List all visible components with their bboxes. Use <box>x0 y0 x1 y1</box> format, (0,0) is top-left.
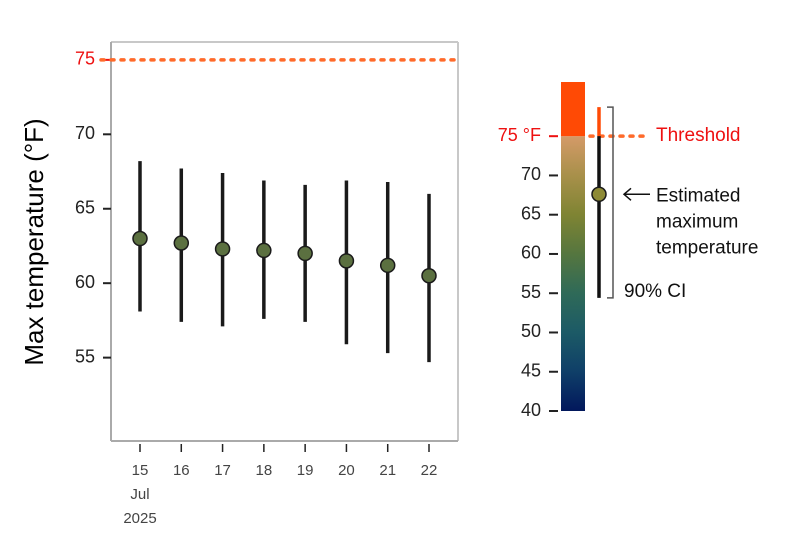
point <box>214 241 231 257</box>
point <box>297 245 313 262</box>
x-tick-label: 22 <box>421 462 438 479</box>
colorbar <box>561 136 585 411</box>
key-ci-text: 90% CI <box>624 281 686 302</box>
point <box>338 253 355 269</box>
x-tick-label: 19 <box>297 462 314 479</box>
key-point-text: Estimated <box>656 185 740 206</box>
point <box>379 257 396 274</box>
colorbar-tick-label: 50 <box>521 321 541 341</box>
x-tick-label: 18 <box>256 462 273 479</box>
x-tick-sublabel: Jul <box>130 486 149 503</box>
colorbar-tick-label: 75 °F <box>498 125 541 145</box>
y-axis-title: Max temperature (°F) <box>19 118 49 365</box>
colorbar-tick-label: 65 <box>521 203 541 223</box>
key-arrow <box>622 187 650 201</box>
x-tick-sublabel: 2025 <box>123 510 156 527</box>
colorbar-tick-label: 70 <box>521 164 541 184</box>
y-tick-label: 55 <box>75 346 95 366</box>
y-tick-label: 75 <box>75 49 95 69</box>
x-tick-label: 17 <box>214 462 231 479</box>
x-tick-label: 16 <box>173 462 190 479</box>
point <box>421 267 437 284</box>
y-tick-label: 60 <box>75 272 95 292</box>
point <box>132 230 148 247</box>
x-tick-label: 15 <box>132 462 149 479</box>
y-tick-label: 70 <box>75 123 95 143</box>
y-tick-label: 65 <box>75 197 95 217</box>
key-point-text: maximum <box>656 211 738 232</box>
key-bracket <box>607 106 614 299</box>
point <box>256 242 272 259</box>
x-tick-label: 20 <box>338 462 355 479</box>
key-point-text: temperature <box>656 237 758 258</box>
colorbar-tick-label: 55 <box>521 282 541 302</box>
key-threshold-text: Threshold <box>656 125 741 146</box>
colorbar-above <box>561 82 585 137</box>
colorbar-tick-label: 40 <box>521 400 541 420</box>
point <box>173 235 190 251</box>
colorbar-tick-label: 45 <box>521 360 541 380</box>
colorbar-tick-label: 60 <box>521 243 541 263</box>
x-tick-label: 21 <box>379 462 396 479</box>
key-point <box>591 186 607 203</box>
